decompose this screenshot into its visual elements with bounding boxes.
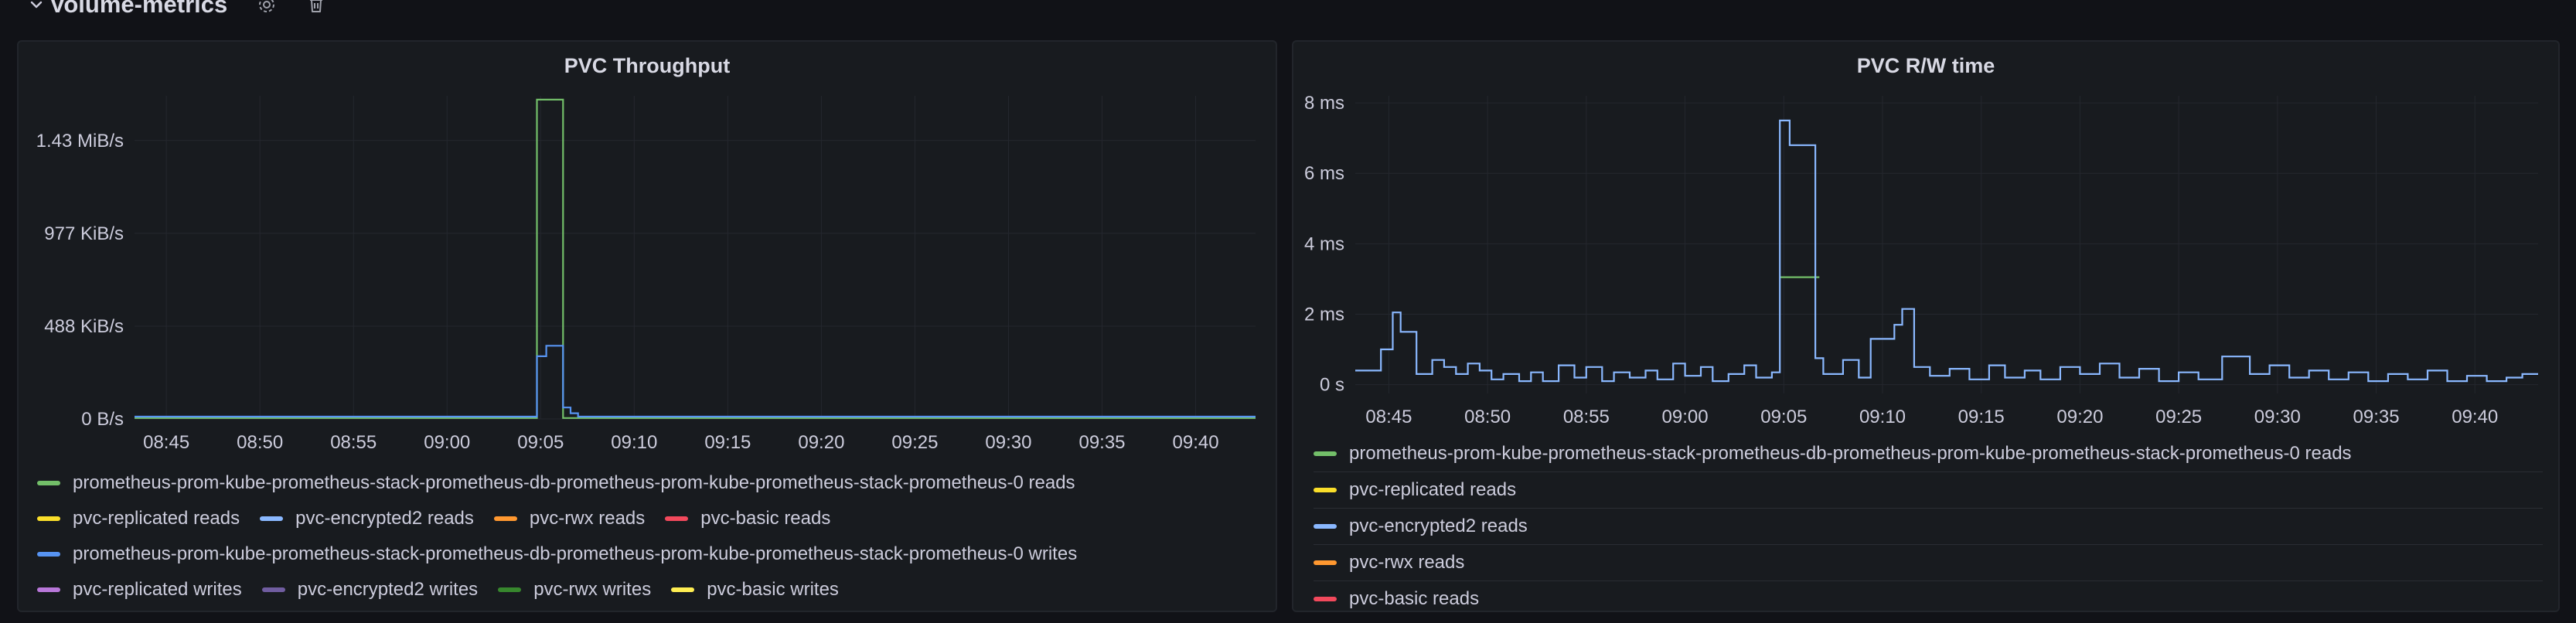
- panel-pvc-rw-time[interactable]: PVC R/W time 08:45 08:50 08:55 09:00 09:05 09…: [1292, 40, 2560, 612]
- y-tick-label: 1.43 MiB/s: [36, 131, 124, 151]
- y-tick-label: 4 ms: [1304, 233, 1344, 254]
- y-tick-label: 6 ms: [1304, 163, 1344, 184]
- panel-title[interactable]: PVC R/W time: [1856, 54, 1995, 77]
- legend-row: prometheus-prom-kube-prometheus-stack-pr…: [37, 465, 1266, 501]
- x-tick-label: 09:00: [1662, 407, 1709, 427]
- x-tick-label: 09:25: [2155, 407, 2202, 427]
- x-tick-label: 09:05: [1760, 407, 1807, 427]
- x-tick-label: 08:45: [143, 432, 189, 453]
- x-tick-label: 09:20: [798, 432, 844, 453]
- throughput-chart[interactable]: 08:45 08:50 08:55 09:00 09:05 09:10 09:15 09:20…: [19, 42, 1279, 614]
- x-tick-label: 09:20: [2056, 407, 2103, 427]
- x-tick-label: 09:05: [517, 432, 564, 453]
- legend-label: pvc-replicated writes: [73, 579, 242, 600]
- legend-item[interactable]: prometheus-prom-kube-prometheus-stack-pr…: [1314, 436, 2543, 472]
- x-tick-label: 08:55: [1563, 407, 1610, 427]
- legend-label: pvc-encrypted2 reads: [1349, 516, 1528, 536]
- x-tick-label: 09:15: [704, 432, 751, 453]
- chevron-down-icon[interactable]: [28, 0, 45, 13]
- x-tick-label: 09:10: [611, 432, 657, 453]
- legend-swatch: [498, 587, 522, 592]
- legend-label: pvc-rwx writes: [533, 579, 652, 600]
- x-tick-label: 09:40: [2452, 407, 2498, 427]
- series-line-pvc-encrypted2-reads[interactable]: [1355, 119, 2538, 383]
- trash-icon[interactable]: [306, 0, 326, 15]
- x-tick-label: 09:30: [2254, 407, 2301, 427]
- x-tick-label: 08:45: [1365, 407, 1412, 427]
- x-tick-label: 08:50: [1464, 407, 1511, 427]
- legend-label: pvc-rwx reads: [529, 508, 646, 529]
- x-tick-label: 09:35: [2353, 407, 2400, 427]
- x-tick-label: 09:10: [1859, 407, 1906, 427]
- legend-item[interactable]: pvc-rwx reads: [493, 508, 646, 529]
- x-tick-label: 08:55: [330, 432, 377, 453]
- legend-swatch: [1314, 560, 1337, 565]
- legend-row: prometheus-prom-kube-prometheus-stack-pr…: [37, 536, 1266, 572]
- legend-swatch: [37, 587, 60, 592]
- legend-item[interactable]: pvc-basic writes: [671, 579, 839, 601]
- x-tick-label: 09:30: [985, 432, 1031, 453]
- legend-swatch: [37, 481, 60, 485]
- legend-swatch: [37, 516, 60, 521]
- legend-label: pvc-rwx reads: [1349, 552, 1465, 573]
- rw-time-chart[interactable]: 08:45 08:50 08:55 09:00 09:05 09:10 09:15 09:20…: [1293, 42, 2561, 614]
- legend-swatch: [1314, 597, 1337, 601]
- legend-item[interactable]: pvc-rwx writes: [498, 579, 651, 601]
- legend-item[interactable]: pvc-replicated reads: [1314, 472, 2543, 509]
- legend-item[interactable]: prometheus-prom-kube-prometheus-stack-pr…: [37, 543, 1077, 565]
- legend-label: pvc-replicated reads: [73, 508, 240, 529]
- legend-swatch: [260, 516, 284, 521]
- legend-item[interactable]: pvc-replicated reads: [37, 508, 240, 529]
- legend-row: pvc-replicated writes pvc-encrypted2 writ…: [37, 572, 1266, 608]
- legend-row: pvc-replicated reads pvc-encrypted2 reads…: [37, 501, 1266, 536]
- rw-time-legend: prometheus-prom-kube-prometheus-stack-pr…: [1314, 436, 2543, 617]
- x-tick-label: 09:25: [891, 432, 938, 453]
- legend-label: pvc-basic reads: [700, 508, 831, 529]
- legend-swatch: [671, 587, 695, 592]
- x-tick-label: 09:00: [424, 432, 470, 453]
- x-tick-label: 09:40: [1173, 432, 1219, 453]
- legend-swatch: [665, 516, 689, 521]
- legend-label: prometheus-prom-kube-prometheus-stack-pr…: [73, 472, 1075, 493]
- legend-swatch: [493, 516, 517, 521]
- panel-pvc-throughput[interactable]: PVC Throughput 08:45 08:50 08:55 09:00 09:05…: [17, 40, 1277, 612]
- legend-item[interactable]: prometheus-prom-kube-prometheus-stack-pr…: [37, 472, 1075, 494]
- series-line-prometheus-prom-kube-prometheus-stack-prometheus-db-prometheus-prom-kube-prometheus-stack-prometheus-0-writes[interactable]: [135, 345, 1256, 418]
- y-tick-label: 2 ms: [1304, 304, 1344, 325]
- panel-title[interactable]: PVC Throughput: [564, 54, 731, 77]
- gear-icon[interactable]: [257, 0, 277, 15]
- legend-label: pvc-encrypted2 reads: [295, 508, 474, 529]
- x-tick-label: 08:50: [237, 432, 283, 453]
- legend-item[interactable]: pvc-replicated writes: [37, 579, 242, 601]
- legend-swatch: [37, 552, 60, 557]
- y-tick-label: 8 ms: [1304, 93, 1344, 114]
- x-tick-label: 09:15: [1958, 407, 2005, 427]
- y-tick-label: 488 KiB/s: [44, 316, 124, 337]
- legend-item[interactable]: pvc-encrypted2 writes: [261, 579, 479, 601]
- legend-label: prometheus-prom-kube-prometheus-stack-pr…: [73, 543, 1078, 564]
- legend-label: pvc-basic reads: [1349, 588, 1480, 609]
- legend-swatch: [1314, 451, 1337, 456]
- legend-item[interactable]: pvc-encrypted2 reads: [1314, 509, 2543, 545]
- series-line-prometheus-prom-kube-prometheus-stack-prometheus-db-prometheus-prom-kube-prometheus-stack-prometheus-0-reads[interactable]: [135, 98, 1256, 419]
- legend-item[interactable]: pvc-basic reads: [1314, 581, 2543, 617]
- row-title[interactable]: Volume-metrics: [49, 0, 228, 18]
- legend-item[interactable]: pvc-rwx reads: [1314, 545, 2543, 581]
- y-tick-label: 977 KiB/s: [44, 223, 124, 244]
- legend-label: pvc-replicated reads: [1349, 479, 1517, 500]
- row-header: Volume-metrics: [28, 0, 326, 20]
- legend-label: pvc-encrypted2 writes: [297, 579, 479, 600]
- legend-label: pvc-basic writes: [707, 579, 839, 600]
- legend-item[interactable]: pvc-basic reads: [665, 508, 830, 529]
- legend-label: prometheus-prom-kube-prometheus-stack-pr…: [1349, 443, 2352, 464]
- legend-swatch: [1314, 488, 1337, 492]
- legend-swatch: [1314, 524, 1337, 529]
- legend-swatch: [261, 587, 285, 592]
- throughput-legend: prometheus-prom-kube-prometheus-stack-pr…: [37, 465, 1266, 608]
- y-tick-label: 0 s: [1320, 375, 1344, 396]
- legend-item[interactable]: pvc-encrypted2 reads: [260, 508, 474, 529]
- x-tick-label: 09:35: [1078, 432, 1125, 453]
- y-tick-label: 0 B/s: [81, 409, 124, 430]
